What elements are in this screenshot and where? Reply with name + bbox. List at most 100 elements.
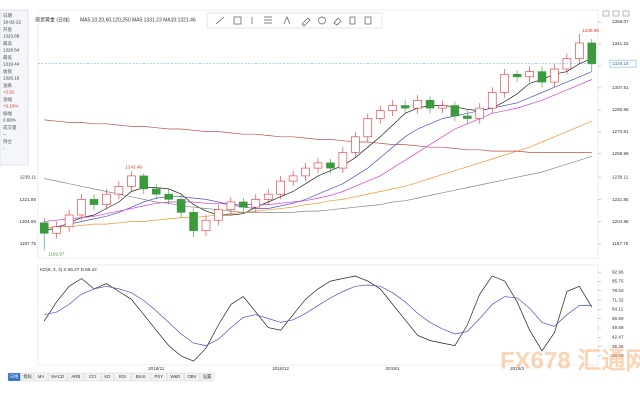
info-label: 开盘 (3, 26, 12, 33)
tab[interactable] (21, 372, 34, 382)
info-value: 1328.54 (3, 48, 20, 53)
candle-body (463, 115, 472, 119)
toolbar-box (206, 12, 383, 29)
candle-body (400, 105, 410, 109)
kd-line (44, 284, 592, 346)
info-value: -- (3, 132, 6, 137)
candle-body (525, 71, 534, 78)
ma-line (44, 71, 592, 229)
tab[interactable] (67, 372, 84, 382)
icon-c[interactable] (622, 10, 630, 17)
tab[interactable] (34, 372, 48, 382)
y2-tick-label: 56.90 (612, 316, 624, 321)
candle-body (239, 201, 248, 208)
info-value: 1319.44 (3, 62, 20, 67)
info-panel (0, 9, 29, 166)
tool-pattern[interactable] (283, 16, 291, 25)
y-tick-label-left: 1204.88 (19, 219, 36, 224)
tab-label[interactable]: 指标 (23, 373, 32, 380)
candle-body (201, 219, 211, 231)
y2-tick-label: 85.75 (612, 279, 624, 284)
candle-body (550, 68, 559, 83)
y2-tick-label: 28.05 (612, 353, 624, 358)
y-tick-label-left: 1221.85 (19, 197, 36, 202)
y2-tick-label: 42.47 (612, 335, 624, 340)
tab[interactable] (114, 372, 131, 382)
tab-label[interactable]: KD (104, 374, 110, 379)
candle-body (164, 193, 173, 200)
tab-label[interactable]: RSI (119, 374, 126, 379)
tool-circle[interactable] (318, 16, 326, 25)
y2-tick-label: 49.69 (612, 325, 624, 330)
icon-a[interactable] (602, 10, 610, 17)
tab[interactable] (100, 372, 114, 382)
tool-settings[interactable] (364, 16, 372, 25)
tab[interactable] (150, 372, 167, 382)
tab-label[interactable]: BIAS (136, 374, 146, 379)
info-value: 0.69% (3, 118, 16, 123)
candle-body (375, 110, 385, 119)
candle-body (575, 42, 584, 59)
ma-line (44, 79, 592, 222)
y2-tick-label: 71.32 (612, 297, 624, 302)
tab-label[interactable]: 日线 (10, 373, 19, 380)
tool-line[interactable] (215, 16, 225, 25)
tool-delete[interactable] (349, 16, 356, 25)
candle-body (438, 105, 447, 109)
info-value: 1323.68 (3, 34, 20, 39)
candle-body (102, 193, 111, 205)
tool-pen[interactable] (301, 17, 311, 27)
tab-label[interactable]: MA (38, 374, 45, 379)
kd-line (43, 275, 593, 362)
info-label: 最低 (3, 54, 12, 61)
price-box (609, 59, 637, 68)
y-tick-label: 1187.75 (612, 241, 629, 246)
candle-body (413, 100, 422, 109)
tool-eraser[interactable] (333, 17, 342, 26)
tab-label[interactable]: W&R (170, 374, 180, 379)
candle-body (425, 100, 435, 109)
candle-body (251, 199, 261, 208)
candle-body (214, 209, 223, 221)
candle-body (450, 105, 460, 117)
tool-rect[interactable] (233, 16, 242, 25)
candle-body (351, 136, 360, 153)
candle-body (89, 199, 99, 205)
tab[interactable] (7, 372, 21, 382)
y-tick-label: 1256.96 (612, 151, 629, 156)
tool-fib[interactable] (264, 16, 272, 24)
info-value: 1326.16 (3, 76, 20, 81)
y-tick-label-left: 1187.75 (20, 241, 37, 246)
candle-body (388, 105, 397, 112)
tab-label[interactable]: PSY (154, 374, 163, 379)
tab-label[interactable]: MACD (51, 374, 64, 379)
tab[interactable] (183, 372, 200, 382)
y2-tick-label: 92.96 (612, 269, 624, 274)
candle-body (301, 167, 310, 177)
y2-tick-label: 78.53 (612, 288, 624, 293)
toolbar (206, 12, 383, 29)
icon-b[interactable] (612, 10, 620, 17)
annotation: 1348.90 (582, 28, 599, 33)
candle-body (226, 201, 236, 211)
tab[interactable] (48, 372, 68, 382)
info-label: 涨幅 (3, 96, 12, 103)
info-value: +2.52 (3, 90, 15, 95)
tab[interactable] (200, 372, 214, 382)
tab-label[interactable]: OBV (187, 374, 196, 379)
tab-label[interactable]: 设置 (203, 373, 212, 380)
tab-label[interactable]: CCI (89, 374, 96, 379)
candle-body (338, 152, 348, 169)
info-label: 日期 (3, 13, 12, 19)
candle-body (487, 92, 497, 109)
y-tick-label: 1341.22 (612, 41, 629, 46)
tab[interactable] (84, 372, 101, 382)
candle-body (363, 118, 373, 138)
candle-body (39, 222, 49, 234)
candle-body (127, 175, 136, 187)
tab[interactable] (167, 372, 184, 382)
tab[interactable] (130, 372, 151, 382)
y-tick-label: 1221.85 (612, 197, 629, 202)
tab-label[interactable]: ARB (71, 374, 80, 379)
